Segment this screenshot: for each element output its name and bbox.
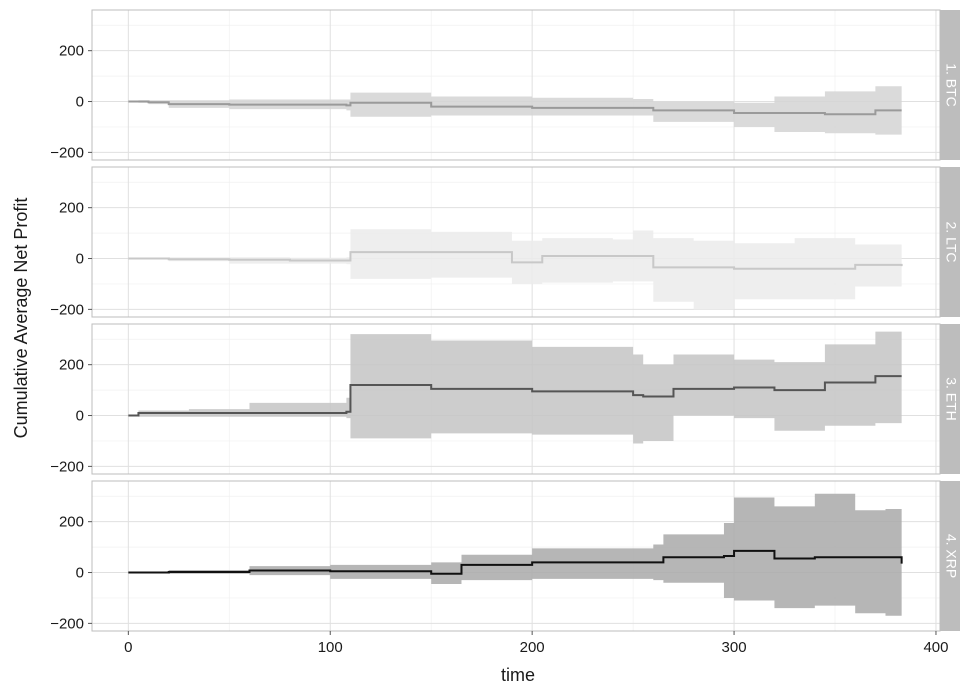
y-tick-label: 0 [76, 251, 84, 268]
y-tick-label: −200 [50, 144, 84, 161]
x-tick-label: 100 [318, 639, 343, 656]
facet-strip [940, 324, 960, 474]
y-axis-title: Cumulative Average Net Profit [11, 198, 31, 439]
x-tick-label: 400 [923, 639, 948, 656]
panel-background [92, 10, 940, 160]
facet-strip-label: 2. LTC [943, 222, 959, 263]
facet-strip [940, 10, 960, 160]
mean-line [128, 375, 902, 417]
mean-line [128, 100, 902, 116]
y-tick-label: 0 [76, 94, 84, 111]
mean-line [128, 549, 903, 575]
y-tick-label: 0 [76, 565, 84, 582]
facet-strip [940, 167, 960, 317]
x-tick-label: 200 [520, 639, 545, 656]
x-tick-label: 300 [722, 639, 747, 656]
y-tick-label: −200 [50, 301, 84, 318]
confidence-band [128, 86, 902, 135]
mean-line [128, 251, 903, 270]
facet-strip-label: 3. ETH [943, 377, 959, 421]
y-tick-label: 200 [59, 200, 84, 217]
x-tick-label: 0 [124, 639, 132, 656]
confidence-band [128, 330, 902, 444]
facet-strip [940, 481, 960, 631]
facet-strip-label: 4. XRP [943, 534, 959, 578]
confidence-band [128, 229, 902, 310]
y-tick-label: 200 [59, 514, 84, 531]
y-tick-label: 200 [59, 357, 84, 374]
y-tick-label: 0 [76, 408, 84, 425]
facet-strip-label: 1. BTC [943, 63, 959, 107]
y-tick-label: −200 [50, 615, 84, 632]
panel-1: −200 0 200 1. BTC [50, 9, 960, 161]
panel-4: −200 0 200 4. XRP [50, 480, 960, 632]
panel-2: −200 0 200 2. LTC [50, 166, 960, 318]
y-tick-label: 200 [59, 43, 84, 60]
x-axis-title: time [501, 665, 535, 685]
confidence-band [128, 493, 902, 616]
y-tick-label: −200 [50, 458, 84, 475]
panel-3: −200 0 200 3. ETH [50, 323, 960, 475]
